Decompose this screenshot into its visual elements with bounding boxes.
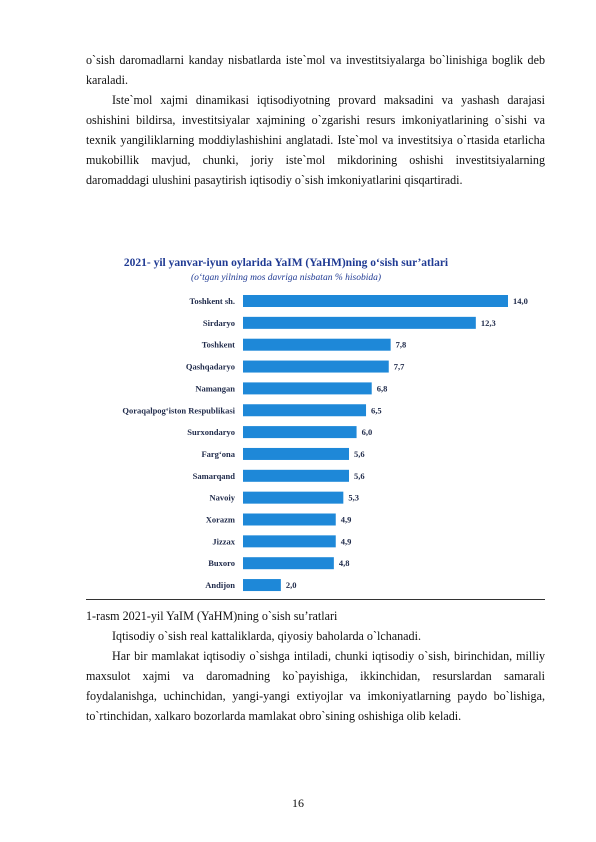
bars-group: Toshkent sh. 14,0 Sirdaryo 12,3 Toshkent 7,8 Q… bbox=[122, 295, 528, 592]
category-label: Buxoro bbox=[208, 558, 235, 568]
category-label: Xorazm bbox=[206, 515, 235, 525]
category-label: Jizzax bbox=[212, 536, 235, 546]
chart-title: 2021- yil yanvar-iyun oylarida YaIM (YaH… bbox=[124, 257, 449, 269]
chart-bottom-rule bbox=[86, 599, 545, 600]
category-label: Sirdaryo bbox=[203, 318, 235, 328]
value-label: 12,3 bbox=[481, 318, 496, 328]
bar bbox=[243, 426, 357, 439]
bar bbox=[243, 535, 336, 548]
value-label: 5,3 bbox=[348, 493, 359, 503]
value-label: 14,0 bbox=[513, 296, 528, 306]
category-label: Toshkent sh. bbox=[189, 296, 235, 306]
bar bbox=[243, 316, 476, 329]
paragraph: Har bir mamlakat iqtisodiy o`sishga inti… bbox=[86, 649, 545, 723]
category-label: Qashqadaryo bbox=[186, 362, 235, 372]
body-text-bottom: Iqtisodiy o`sish real kattaliklarda, qiy… bbox=[86, 626, 545, 726]
bar bbox=[243, 513, 336, 526]
chart-subtitle: (o‘tgan yilning mos davriga nisbatan % h… bbox=[191, 272, 381, 283]
bar bbox=[243, 579, 281, 592]
bar bbox=[243, 360, 389, 373]
value-label: 5,6 bbox=[354, 449, 365, 459]
bar bbox=[243, 491, 344, 504]
value-label: 7,8 bbox=[396, 340, 407, 350]
paragraph: Iqtisodiy o`sish real kattaliklarda, qiy… bbox=[112, 629, 421, 643]
value-label: 7,7 bbox=[394, 362, 405, 372]
value-label: 4,8 bbox=[339, 558, 350, 568]
bar bbox=[243, 295, 508, 307]
value-label: 4,9 bbox=[341, 515, 352, 525]
category-label: Andijon bbox=[205, 580, 235, 590]
category-label: Farg‘ona bbox=[201, 449, 235, 459]
bar-chart-svg: 2021- yil yanvar-iyun oylarida YaIM (YaH… bbox=[122, 257, 528, 592]
category-label: Navoiy bbox=[210, 493, 236, 503]
value-label: 6,5 bbox=[371, 405, 382, 415]
category-label: Surxondaryo bbox=[187, 427, 235, 437]
category-label: Namangan bbox=[195, 383, 235, 393]
body-text-top: o`sish daromadlarni kanday nisbatlarda i… bbox=[86, 50, 545, 190]
category-label: Qoraqalpog‘iston Respublikasi bbox=[122, 405, 235, 415]
value-label: 6,8 bbox=[377, 383, 388, 393]
value-label: 2,0 bbox=[286, 580, 297, 590]
bar bbox=[243, 382, 372, 395]
bar bbox=[243, 404, 367, 417]
value-label: 5,6 bbox=[354, 471, 365, 481]
paragraph: Iste`mol xajmi dinamikasi iqtisodiyotnin… bbox=[86, 93, 545, 187]
category-label: Samarqand bbox=[193, 471, 236, 481]
bar bbox=[243, 469, 349, 482]
figure-caption: 1-rasm 2021-yil YaIM (YaHM)ning o`sish s… bbox=[86, 609, 338, 623]
paragraph: o`sish daromadlarni kanday nisbatlarda i… bbox=[86, 53, 545, 87]
value-label: 6,0 bbox=[362, 427, 373, 437]
bar bbox=[243, 338, 391, 351]
bar bbox=[243, 557, 334, 570]
page-number: 16 bbox=[292, 796, 304, 810]
bar bbox=[243, 447, 349, 460]
value-label: 4,9 bbox=[341, 536, 352, 546]
gdp-growth-chart: 2021- yil yanvar-iyun oylarida YaIM (YaH… bbox=[86, 250, 545, 599]
category-label: Toshkent bbox=[202, 340, 235, 350]
